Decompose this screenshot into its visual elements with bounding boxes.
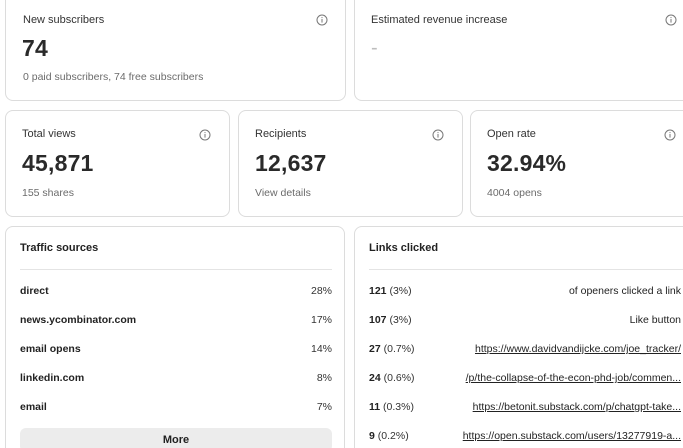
new-subscribers-value: 74 — [22, 35, 48, 61]
links-clicked-title: Links clicked — [369, 242, 439, 254]
link-url[interactable]: https://open.substack.com/users/13277919… — [462, 430, 681, 442]
traffic-sources-title: Traffic sources — [20, 242, 99, 254]
info-icon[interactable] — [432, 129, 444, 141]
total-views-card: Total views 45,871 155 shares — [5, 110, 230, 217]
open-rate-subtext: 4004 opens — [487, 187, 542, 199]
open-rate-card: Open rate 32.94% 4004 opens — [470, 110, 683, 217]
traffic-source-percent: 28% — [310, 285, 332, 297]
link-click-count: 9 (0.2%) — [369, 430, 409, 442]
traffic-sources-card: Traffic sources direct 28% news.ycombina… — [5, 226, 345, 448]
link-url[interactable]: https://www.davidvandijcke.com/joe_track… — [474, 343, 681, 355]
link-row: 9 (0.2%) https://open.substack.com/users… — [369, 429, 681, 443]
info-icon[interactable] — [199, 129, 211, 141]
link-click-count: 11 (0.3%) — [369, 401, 414, 413]
info-icon[interactable] — [664, 129, 676, 141]
recipients-label: Recipients — [255, 128, 307, 140]
recipients-card: Recipients 12,637 View details — [238, 110, 463, 217]
traffic-source-name: news.ycombinator.com — [20, 314, 137, 326]
link-row: 27 (0.7%) https://www.davidvandijcke.com… — [369, 342, 681, 356]
link-click-count: 107 (3%) — [369, 314, 412, 326]
recipients-value: 12,637 — [255, 150, 327, 176]
link-click-count: 121 (3%) — [369, 285, 412, 297]
traffic-source-percent: 14% — [310, 343, 332, 355]
total-views-value: 45,871 — [22, 150, 94, 176]
traffic-source-name: direct — [20, 285, 49, 297]
link-click-count: 24 (0.6%) — [369, 372, 415, 384]
traffic-source-percent: 8% — [316, 372, 332, 384]
open-rate-value: 32.94% — [487, 150, 567, 176]
revenue-card: Estimated revenue increase - — [354, 0, 683, 101]
traffic-source-row[interactable]: direct 28% — [20, 284, 332, 298]
link-click-count: 27 (0.7%) — [369, 343, 415, 355]
revenue-label: Estimated revenue increase — [371, 14, 508, 26]
traffic-source-name: email — [20, 401, 47, 413]
traffic-source-name: email opens — [20, 343, 81, 355]
link-row: 107 (3%) Like button — [369, 313, 681, 327]
link-url[interactable]: https://betonit.substack.com/p/chatgpt-t… — [472, 401, 681, 413]
new-subscribers-subtext: 0 paid subscribers, 74 free subscribers — [23, 71, 204, 83]
traffic-source-row[interactable]: email opens 14% — [20, 342, 332, 356]
link-row: 11 (0.3%) https://betonit.substack.com/p… — [369, 400, 681, 414]
new-subscribers-card: New subscribers 74 0 paid subscribers, 7… — [5, 0, 346, 101]
link-url[interactable]: /p/the-collapse-of-the-econ-phd-job/comm… — [465, 372, 681, 384]
link-label: of openers clicked a link — [568, 285, 681, 297]
traffic-source-row[interactable]: linkedin.com 8% — [20, 371, 332, 385]
traffic-source-percent: 7% — [316, 401, 332, 413]
info-icon[interactable] — [316, 14, 328, 26]
link-label: Like button — [629, 314, 681, 326]
link-row: 121 (3%) of openers clicked a link — [369, 284, 681, 298]
revenue-value: - — [371, 37, 378, 59]
traffic-source-row[interactable]: email 7% — [20, 400, 332, 414]
total-views-subtext: 155 shares — [22, 187, 74, 199]
more-button[interactable]: More — [20, 428, 332, 448]
links-clicked-card: Links clicked 121 (3%) of openers clicke… — [354, 226, 683, 448]
traffic-source-percent: 17% — [310, 314, 332, 326]
traffic-source-row[interactable]: news.ycombinator.com 17% — [20, 313, 332, 327]
link-row: 24 (0.6%) /p/the-collapse-of-the-econ-ph… — [369, 371, 681, 385]
traffic-sources-divider — [20, 269, 332, 270]
links-clicked-divider — [369, 269, 683, 270]
info-icon[interactable] — [665, 14, 677, 26]
total-views-label: Total views — [22, 128, 76, 140]
new-subscribers-label: New subscribers — [23, 14, 105, 26]
open-rate-label: Open rate — [487, 128, 536, 140]
traffic-source-name: linkedin.com — [20, 372, 85, 384]
view-details-link[interactable]: View details — [255, 187, 311, 199]
